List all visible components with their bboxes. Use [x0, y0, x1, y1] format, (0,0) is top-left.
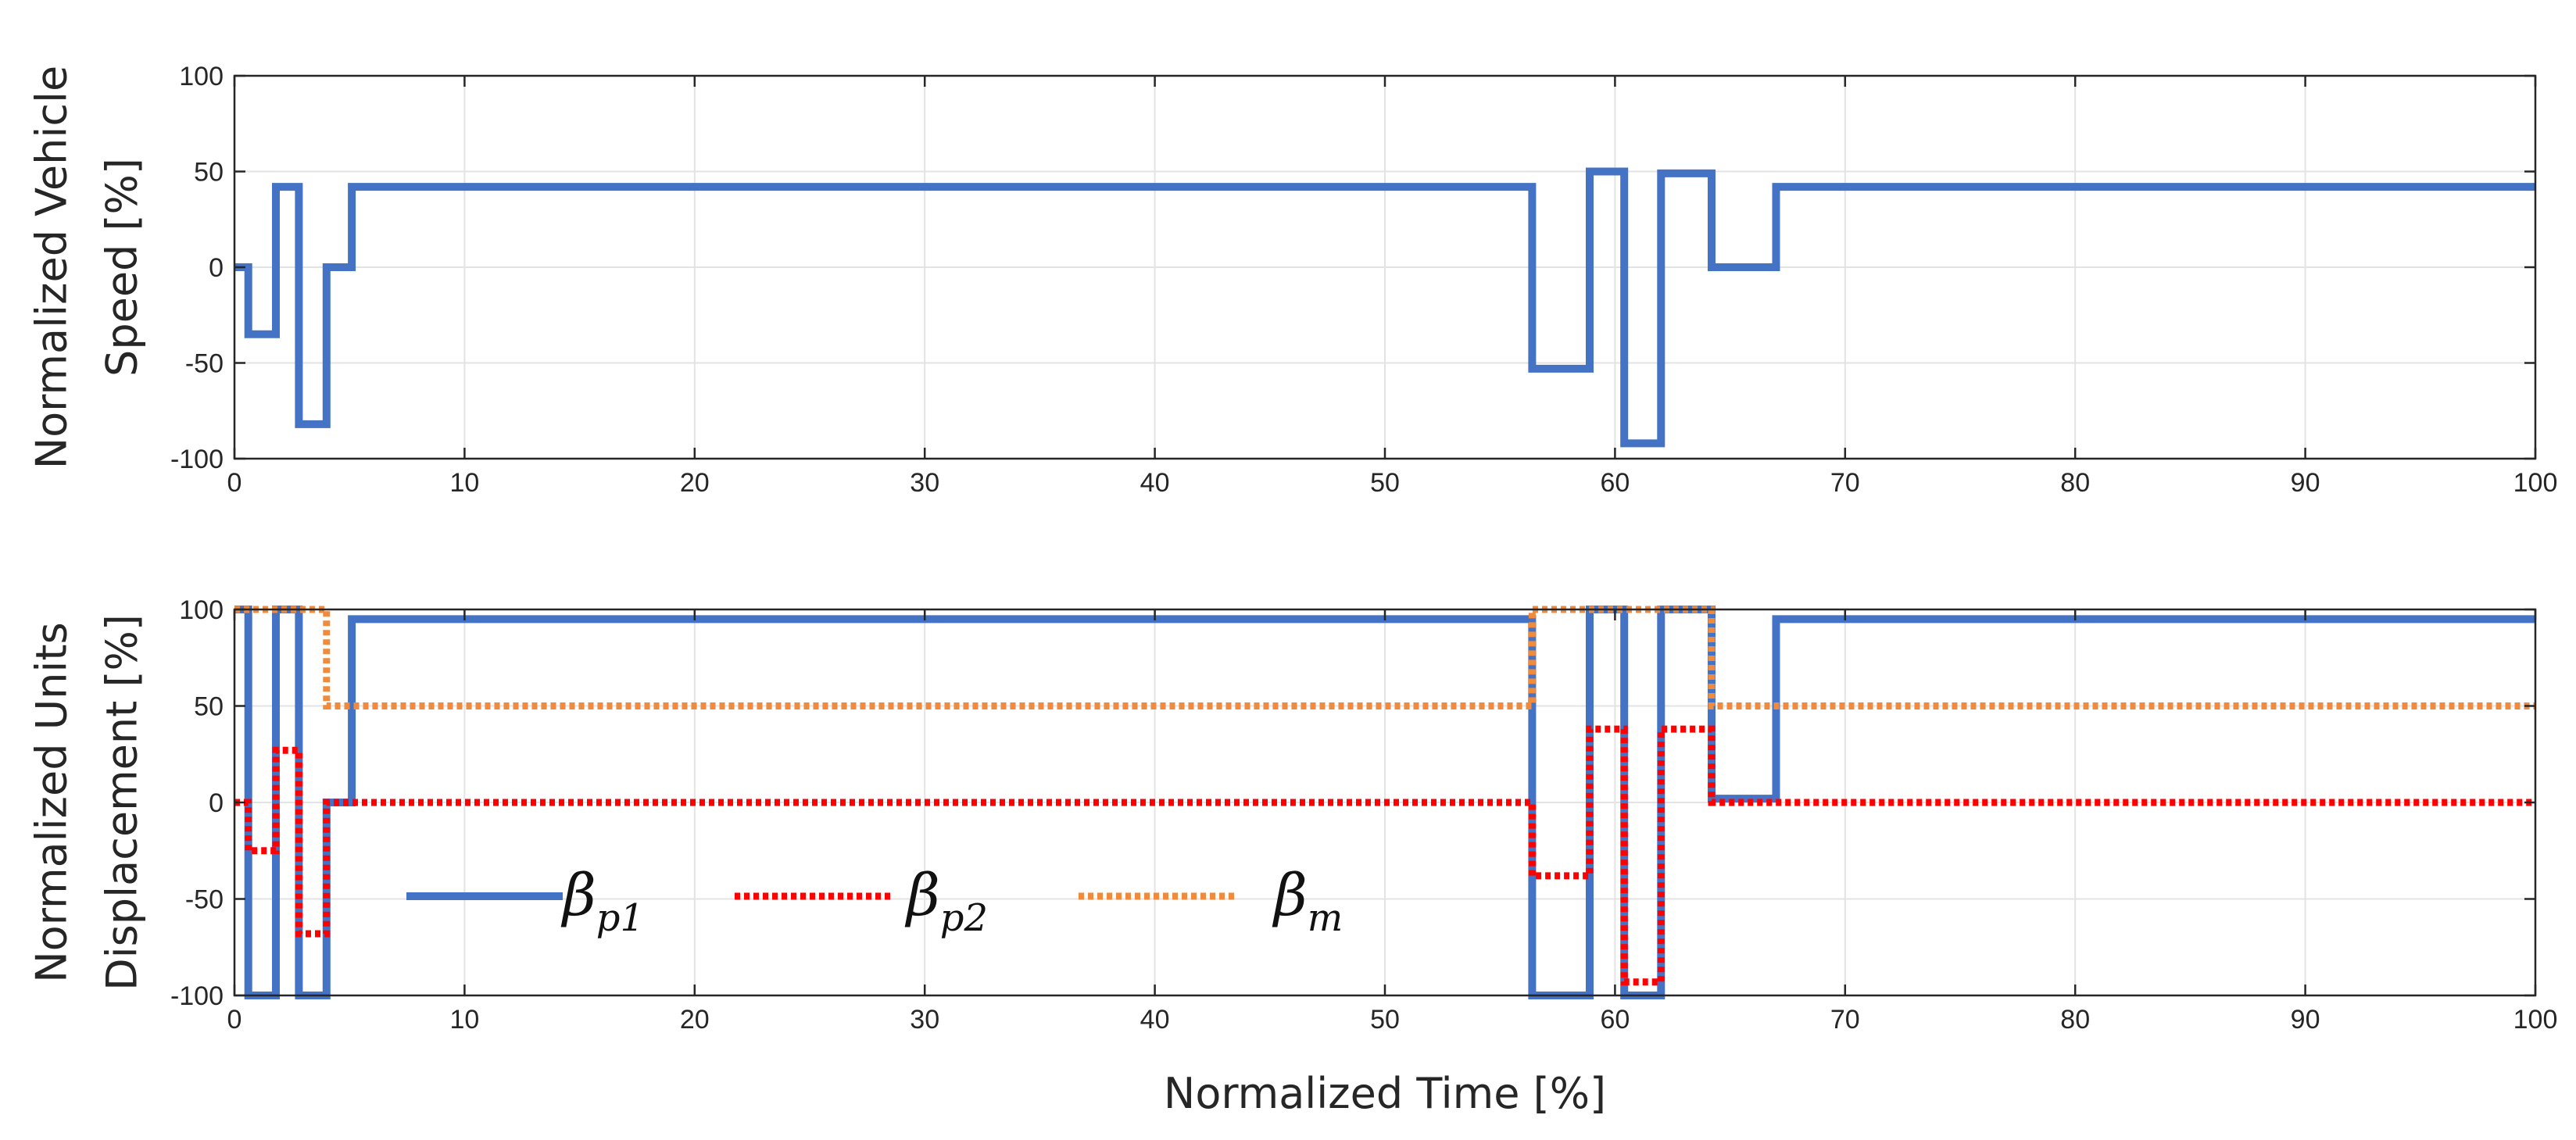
legend-label-p2: βp2 — [904, 862, 988, 940]
y-tick-label: -100 — [170, 445, 224, 474]
x-tick-label: 20 — [680, 468, 710, 498]
series-line-speed — [234, 167, 2535, 448]
x-tick-label: 50 — [1370, 468, 1400, 498]
x-tick-label: 30 — [910, 468, 939, 498]
legend-label-m: βm — [1272, 862, 1343, 940]
y-tick-label: 50 — [194, 692, 224, 722]
y-axis-label-line1: Normalized Units — [27, 622, 77, 982]
x-tick-label: 40 — [1140, 468, 1170, 498]
x-tick-label: 90 — [2291, 468, 2320, 498]
y-tick-label: 100 — [179, 595, 224, 625]
x-tick-label: 20 — [680, 1005, 710, 1035]
y-axis-label-line2: Speed [%] — [98, 158, 147, 377]
x-tick-label: 10 — [449, 468, 479, 498]
x-tick-label: 0 — [227, 1005, 242, 1035]
x-tick-label: 70 — [1830, 1005, 1860, 1035]
x-tick-label: 30 — [910, 1005, 939, 1035]
x-tick-label: 0 — [227, 468, 242, 498]
y-tick-label: 0 — [209, 788, 224, 818]
series-line-m — [234, 606, 2535, 709]
bottom-panel: 0 10 20 30 40 50 60 70 80 90 100 -100 -50 0 50 100 Norma… — [27, 595, 2558, 1118]
top-panel: 0 10 20 30 40 50 60 70 80 90 100 -100 -50 0 50 100 Norma… — [27, 62, 2558, 498]
x-tick-label: 10 — [449, 1005, 479, 1035]
x-tick-label: 40 — [1140, 1005, 1170, 1035]
x-tick-label: 100 — [2513, 468, 2558, 498]
y-tick-label: -50 — [185, 349, 224, 379]
x-tick-label: 100 — [2513, 1005, 2558, 1035]
x-tick-label: 80 — [2060, 468, 2090, 498]
x-tick-label: 50 — [1370, 1005, 1400, 1035]
x-tick-label: 80 — [2060, 1005, 2090, 1035]
y-tick-label: 0 — [209, 253, 224, 283]
x-axis-label: Normalized Time [%] — [1164, 1069, 1606, 1118]
y-axis-label-line1: Normalized Vehicle — [27, 66, 77, 470]
y-tick-label: 50 — [194, 158, 224, 188]
y-tick-label: -100 — [170, 981, 224, 1011]
x-tick-label: 90 — [2291, 1005, 2320, 1035]
x-tick-label: 60 — [1600, 1005, 1630, 1035]
legend: βp1 βp2 βm — [406, 862, 1343, 940]
y-tick-label: -50 — [185, 885, 224, 915]
legend-label-p1: βp1 — [560, 862, 644, 940]
x-tick-label: 70 — [1830, 468, 1860, 498]
x-tick-label: 60 — [1600, 468, 1630, 498]
y-axis-label-line2: Displacement [%] — [98, 614, 147, 991]
y-tick-label: 100 — [179, 62, 224, 91]
series-line-p2 — [234, 725, 2535, 986]
